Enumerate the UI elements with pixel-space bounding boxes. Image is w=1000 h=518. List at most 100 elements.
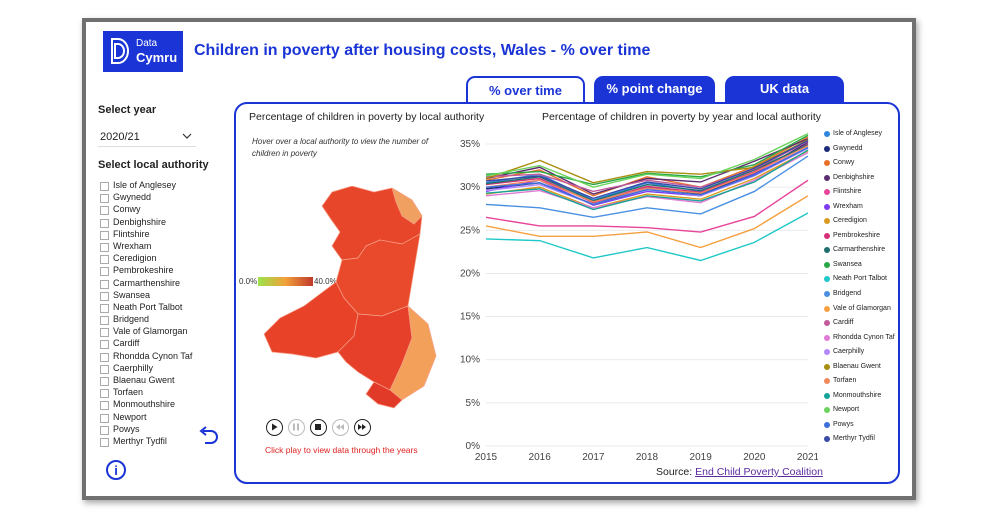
- checkbox[interactable]: [100, 425, 109, 435]
- play-icon: [272, 423, 278, 431]
- checkbox[interactable]: [100, 242, 109, 252]
- legend-label: Isle of Anglesey: [833, 130, 883, 137]
- checkbox[interactable]: [100, 182, 109, 191]
- y-tick-label: 30%: [460, 182, 480, 193]
- series-line[interactable]: [485, 138, 809, 195]
- authority-label: Bridgend: [113, 314, 150, 325]
- authority-label: Rhondda Cynon Taf: [113, 350, 193, 361]
- checkbox[interactable]: [100, 389, 109, 399]
- dashboard-frame: Data Cymru Children in poverty after hou…: [82, 18, 916, 500]
- authority-label: Wrexham: [113, 240, 152, 251]
- series-line[interactable]: [485, 140, 809, 193]
- checkbox[interactable]: [100, 437, 109, 447]
- series-line[interactable]: [485, 139, 809, 184]
- pause-button[interactable]: [288, 419, 305, 436]
- legend-label: Newport: [833, 406, 860, 414]
- checkbox[interactable]: [100, 230, 109, 240]
- authority-label: Newport: [113, 411, 147, 422]
- year-dropdown[interactable]: 2020/21: [98, 128, 196, 147]
- authority-label: Carmarthenshire: [113, 277, 181, 288]
- stop-button[interactable]: [310, 419, 327, 436]
- series-line[interactable]: [485, 149, 809, 211]
- authority-label: Conwy: [113, 204, 141, 215]
- previous-button[interactable]: [332, 419, 349, 436]
- series-line[interactable]: [485, 212, 809, 262]
- series-line[interactable]: [485, 139, 809, 200]
- series-line[interactable]: [485, 133, 809, 188]
- legend-marker: [824, 407, 830, 414]
- source-link[interactable]: End Child Poverty Coalition: [695, 466, 823, 478]
- checkbox[interactable]: [100, 413, 109, 423]
- checkbox[interactable]: [100, 316, 109, 326]
- tab-uk-data[interactable]: UK data: [725, 76, 844, 102]
- series-line[interactable]: [485, 136, 809, 197]
- x-tick-label: 2019: [690, 452, 713, 463]
- legend-marker: [824, 218, 830, 225]
- checkbox[interactable]: [100, 377, 109, 386]
- play-button[interactable]: [266, 419, 283, 436]
- logo-text-line1: Data: [136, 38, 158, 49]
- series-line[interactable]: [485, 155, 809, 219]
- series-line[interactable]: [485, 143, 809, 204]
- legend-marker: [824, 291, 830, 298]
- tab-percent-over-time[interactable]: % over time: [466, 76, 585, 102]
- series-line[interactable]: [485, 146, 809, 206]
- legend-marker: [824, 363, 830, 370]
- checkbox[interactable]: [100, 364, 109, 374]
- checkbox[interactable]: [100, 328, 109, 338]
- authority-label: Merthyr Tydfil: [113, 435, 167, 446]
- legend-marker: [824, 203, 830, 210]
- next-icon: [358, 424, 366, 430]
- checkbox[interactable]: [100, 352, 109, 362]
- legend-label: Merthyr Tydfil: [833, 435, 875, 443]
- checkbox[interactable]: [100, 279, 109, 289]
- checkbox[interactable]: [100, 291, 109, 301]
- series-line[interactable]: [485, 144, 809, 202]
- authority-label: Blaenau Gwent: [113, 375, 175, 385]
- play-note: Click play to view data through the year…: [265, 445, 418, 455]
- wales-map[interactable]: [262, 186, 442, 411]
- logo: Data Cymru: [103, 31, 183, 72]
- series-line[interactable]: [485, 134, 809, 186]
- undo-icon[interactable]: [197, 425, 221, 447]
- checkbox[interactable]: [100, 303, 109, 313]
- legend-label: Ceredigion: [833, 217, 867, 225]
- checkbox[interactable]: [100, 340, 109, 350]
- checkbox[interactable]: [100, 267, 109, 277]
- legend-label: Powys: [833, 420, 854, 428]
- series-line[interactable]: [485, 147, 809, 206]
- authority-label: Gwynedd: [113, 192, 152, 203]
- y-tick-label: 5%: [466, 398, 481, 409]
- y-tick-label: 10%: [460, 355, 480, 366]
- line-chart[interactable]: 0% 5% 10% 15% 20% 25% 30% 35% 2015 2016 2017 2018 20…: [436, 128, 818, 464]
- checkbox[interactable]: [100, 401, 109, 411]
- x-tick-label: 2018: [636, 452, 659, 463]
- legend-marker: [824, 160, 830, 167]
- legend-label: Neath Port Talbot: [833, 275, 887, 283]
- authority-label: Ceredigion: [113, 253, 157, 264]
- info-icon[interactable]: i: [106, 460, 126, 480]
- color-scale-bar: [258, 277, 313, 286]
- series-line[interactable]: [485, 195, 809, 249]
- series-line[interactable]: [485, 152, 809, 209]
- legend-label: Blaenau Gwent: [833, 362, 881, 370]
- chart-title: Percentage of children in poverty by yea…: [542, 111, 821, 123]
- tab-percent-point-change[interactable]: % point change: [594, 76, 715, 102]
- checkbox[interactable]: [100, 255, 109, 265]
- legend-marker: [824, 334, 830, 341]
- series-line[interactable]: [485, 179, 809, 233]
- legend-label: Cardiff: [833, 319, 854, 327]
- checkbox[interactable]: [100, 194, 109, 204]
- series-line[interactable]: [485, 150, 809, 209]
- authority-label: Powys: [113, 423, 140, 434]
- legend-marker: [824, 305, 830, 312]
- next-button[interactable]: [354, 419, 371, 436]
- x-tick-label: 2020: [743, 452, 766, 463]
- checkbox[interactable]: [100, 218, 109, 228]
- checkbox[interactable]: [100, 206, 109, 216]
- legend-marker: [824, 131, 830, 137]
- legend-label: Bridgend: [833, 290, 862, 298]
- map-hover-note: Hover over a local authority to view the…: [252, 137, 429, 158]
- series-line[interactable]: [485, 145, 809, 203]
- authority-label: Isle of Anglesey: [113, 180, 177, 190]
